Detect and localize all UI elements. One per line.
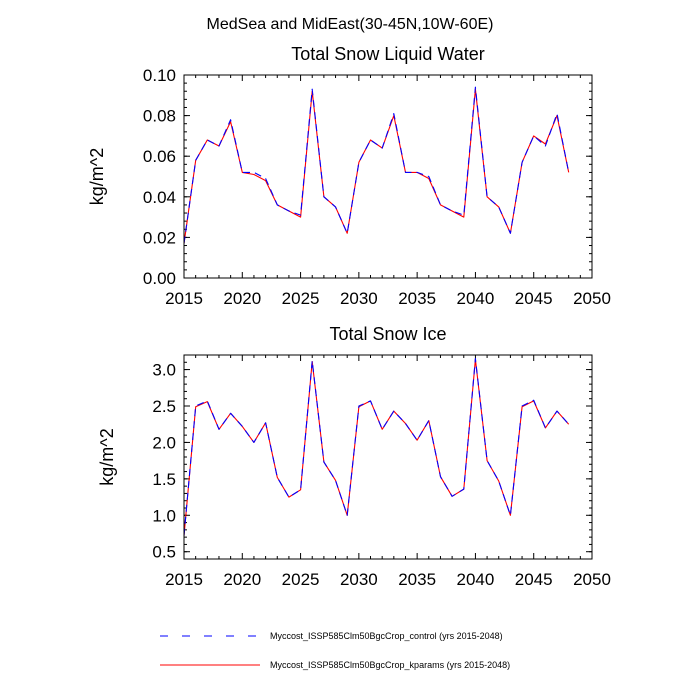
x-tick-label: 2025 — [282, 570, 320, 589]
x-tick-label: 2040 — [457, 570, 495, 589]
x-tick-label: 2015 — [165, 289, 203, 308]
y-tick-label: 0.04 — [143, 188, 176, 207]
y-tick-label: 0.08 — [143, 107, 176, 126]
series-line-control — [183, 358, 570, 536]
figure-title: MedSea and MidEast(30-45N,10W-60E) — [207, 16, 494, 33]
panel-title: Total Snow Liquid Water — [291, 44, 484, 64]
legend-label-1: Myccost_ISSP585Clm50BgcCrop_kparams (yrs… — [270, 660, 510, 670]
x-tick-label: 2045 — [515, 570, 553, 589]
y-axis-label: kg/m^2 — [87, 148, 107, 205]
x-tick-label: 2035 — [398, 570, 436, 589]
x-tick-label: 2050 — [573, 289, 611, 308]
y-tick-label: 3.0 — [152, 361, 176, 380]
panel-snow-liquid-water: Total Snow Liquid Water kg/m^2 2015 2020 202… — [87, 44, 611, 308]
x-tick-label: 2045 — [515, 289, 553, 308]
y-tick-label: 0.00 — [143, 269, 176, 288]
series-line-control — [183, 86, 570, 244]
x-tick-label: 2030 — [340, 570, 378, 589]
y-tick-label: 0.06 — [143, 147, 176, 166]
y-tick-label: 0.5 — [152, 543, 176, 562]
legend: Myccost_ISSP585Clm50BgcCrop_control (yrs… — [160, 631, 510, 670]
legend-label-0: Myccost_ISSP585Clm50BgcCrop_control (yrs… — [270, 631, 503, 641]
x-tick-label: 2035 — [398, 289, 436, 308]
series-line-kparams — [183, 88, 570, 244]
plot-frame — [183, 74, 593, 279]
panel-title: Total Snow Ice — [329, 324, 446, 344]
y-tick-label: 0.10 — [143, 66, 176, 85]
x-tick-label: 2015 — [165, 570, 203, 589]
y-tick-label: 1.5 — [152, 470, 176, 489]
x-tick-label: 2030 — [340, 289, 378, 308]
x-tick-label: 2025 — [282, 289, 320, 308]
x-tick-label: 2020 — [223, 570, 261, 589]
x-tick-label: 2040 — [457, 289, 495, 308]
panel-snow-ice: Total Snow Ice kg/m^2 2015 2020 2025 2030 2035… — [97, 324, 611, 589]
plot-frame — [183, 354, 593, 560]
y-tick-label: 1.0 — [152, 506, 176, 525]
x-tick-label: 2050 — [573, 570, 611, 589]
y-tick-label: 2.5 — [152, 397, 176, 416]
y-axis-label: kg/m^2 — [97, 428, 117, 485]
x-tick-label: 2020 — [223, 289, 261, 308]
y-tick-label: 2.0 — [152, 433, 176, 452]
y-tick-label: 0.02 — [143, 228, 176, 247]
